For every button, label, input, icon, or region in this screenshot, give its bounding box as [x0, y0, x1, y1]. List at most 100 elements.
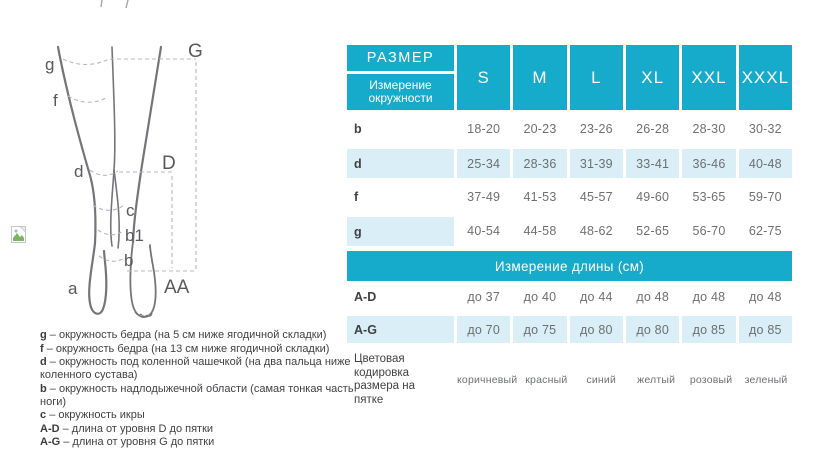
legend-item: g – окружность бедра (на 5 см ниже ягоди… — [40, 329, 356, 342]
row-label: f — [354, 190, 359, 204]
legend-item: c – окружность икры — [40, 409, 356, 422]
value-cell: 53-65 — [692, 190, 726, 204]
value-cell: до 80 — [569, 313, 623, 345]
heel-color-cell: красный — [525, 374, 568, 386]
legend-key: g — [40, 329, 47, 341]
value-cell: 26-28 — [636, 122, 670, 136]
value-cell: 30-32 — [748, 122, 782, 136]
value-cell: до 37 — [467, 290, 500, 304]
length-section-header: Измерение длины (см) — [347, 251, 792, 281]
legend-key: d — [40, 356, 47, 368]
legend-item: A-G – длина от уровня G до пятки — [40, 436, 356, 449]
value-cell: до 48 — [692, 290, 726, 304]
table-row-d: d 25-34 28-36 31-39 33-41 36-46 40-48 — [347, 146, 792, 180]
circumference-header-title: Измерение окружности — [347, 74, 454, 110]
value-cell: 49-60 — [636, 190, 670, 204]
value-cell: 25-34 — [457, 146, 511, 180]
value-cell: до 40 — [523, 290, 557, 304]
legend-text: – окружность икры — [49, 409, 145, 421]
value-cell: до 85 — [738, 313, 792, 345]
legend-item: d – окружность под коленной чашечкой (на… — [40, 356, 356, 382]
legend-text: – длина от уровня G до пятки — [63, 436, 215, 448]
measurement-dashed-lines — [62, 58, 197, 272]
size-table: РАЗМЕР Измерение окружности S M L XL XXL… — [347, 45, 792, 411]
value-cell: 20-23 — [523, 122, 557, 136]
table-row-f: f 37-49 41-53 45-57 49-60 53-65 59-70 — [347, 180, 792, 214]
legend-item: b – окружность надлодыжечной области (са… — [40, 383, 356, 409]
value-cell: 44-58 — [523, 224, 557, 238]
measurement-legend: g – окружность бедра (на 5 см ниже ягоди… — [40, 329, 356, 450]
row-label: g — [347, 214, 454, 248]
heel-color-cell: зеленый — [744, 374, 788, 386]
leg-measurement-diagram: g f d c b1 b a G D AA — [45, 0, 203, 318]
diagram-label-b: b — [124, 251, 133, 270]
value-cell: до 70 — [457, 313, 511, 345]
size-column-header: XXL — [682, 45, 736, 110]
legend-text: – длина от уровня D до пятки — [62, 422, 214, 435]
diagram-label-a: a — [68, 279, 78, 298]
row-label: d — [347, 146, 454, 180]
size-column-header: L — [569, 45, 623, 110]
value-cell: 40-54 — [467, 224, 501, 238]
value-cell: 41-53 — [523, 190, 557, 204]
heel-color-cell: розовый — [689, 374, 733, 386]
value-cell: 45-57 — [579, 190, 613, 204]
size-column-header: M — [513, 45, 567, 110]
diagram-label-c: c — [126, 201, 135, 220]
value-cell: 28-30 — [692, 122, 726, 136]
value-cell: 37-49 — [467, 190, 501, 204]
table-row-heel-color: Цветовая кодировка размера на пятке кори… — [347, 349, 792, 411]
diagram-label-g: g — [45, 55, 54, 74]
legend-item: f – окружность бедра (на 13 см ниже ягод… — [40, 343, 356, 356]
diagram-label-f: f — [53, 91, 58, 110]
table-row-a-g: A-G до 70 до 75 до 80 до 80 до 85 до 85 — [347, 313, 792, 345]
figure-cutoff-marks — [100, 0, 129, 9]
diagram-label-D: D — [162, 153, 176, 174]
value-cell: 23-26 — [579, 122, 613, 136]
legend-key: c — [40, 409, 47, 421]
value-cell: до 44 — [580, 290, 613, 304]
legend-key: A-D — [40, 422, 60, 435]
legend-key: f — [40, 342, 44, 355]
value-cell: до 80 — [625, 313, 680, 345]
value-cell: 56-70 — [692, 224, 726, 238]
row-label: A-G — [347, 313, 454, 345]
table-row-b: b 18-20 20-23 23-26 26-28 28-30 30-32 — [347, 112, 792, 146]
value-cell: до 75 — [513, 313, 567, 345]
row-label: A-D — [354, 290, 377, 304]
heel-color-cell: желтый — [637, 374, 676, 386]
value-cell: 18-20 — [467, 122, 501, 136]
size-column-header: XXXL — [738, 45, 792, 110]
value-cell: 33-41 — [625, 146, 680, 180]
diagram-label-G: G — [188, 41, 203, 62]
diagram-label-AA: AA — [164, 277, 190, 298]
diagram-label-b1: b1 — [125, 226, 144, 245]
legend-item: A-D – длина от уровня D до пятки — [40, 423, 356, 436]
value-cell: 59-70 — [748, 190, 782, 204]
value-cell: 52-65 — [636, 224, 670, 238]
value-cell: 28-36 — [513, 146, 567, 180]
legend-key: b — [40, 382, 47, 395]
size-column-header: S — [457, 45, 511, 110]
table-header-row: РАЗМЕР Измерение окружности S M L XL XXL… — [347, 45, 792, 110]
table-row-g: g 40-54 44-58 48-62 52-65 56-70 62-75 — [347, 214, 792, 248]
legs-outline — [56, 45, 163, 318]
legend-text: – окружность бедра (на 13 см ниже ягодич… — [46, 342, 330, 355]
legend-text: – окружность под коленной чашечкой (на д… — [40, 356, 351, 381]
value-cell: до 48 — [636, 290, 669, 304]
legend-key: A-G — [40, 436, 61, 448]
value-cell: 40-48 — [738, 146, 792, 180]
diagram-label-d: d — [74, 162, 83, 181]
value-cell: 36-46 — [682, 146, 736, 180]
legend-text: – окружность надлодыжечной области (сама… — [40, 382, 354, 408]
value-cell: 31-39 — [569, 146, 623, 180]
row-label: b — [354, 122, 362, 136]
value-cell: 62-75 — [748, 224, 782, 238]
heel-color-cell: коричневый — [457, 374, 518, 386]
value-cell: 48-62 — [579, 224, 613, 238]
value-cell: до 85 — [682, 313, 736, 345]
table-row-a-d: A-D до 37 до 40 до 44 до 48 до 48 до 48 — [347, 281, 792, 313]
row-label: Цветовая кодировка размера на пятке — [354, 353, 415, 406]
size-column-header: XL — [625, 45, 680, 110]
